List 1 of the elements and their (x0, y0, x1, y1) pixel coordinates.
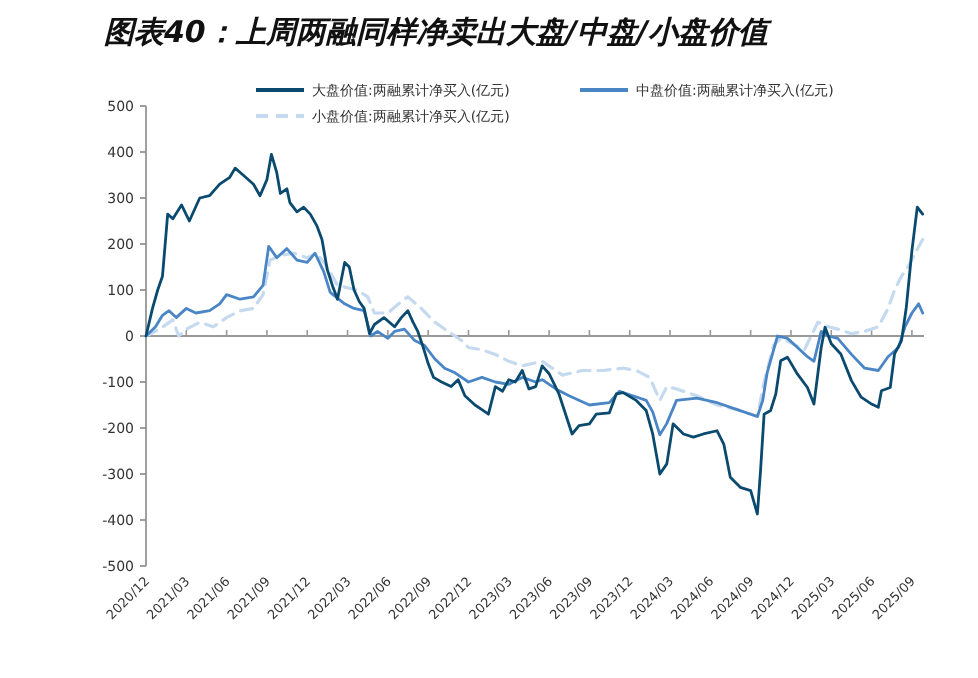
chart-title: 图表40：上周两融同样净卖出大盘/中盘/小盘价值 (104, 14, 772, 50)
